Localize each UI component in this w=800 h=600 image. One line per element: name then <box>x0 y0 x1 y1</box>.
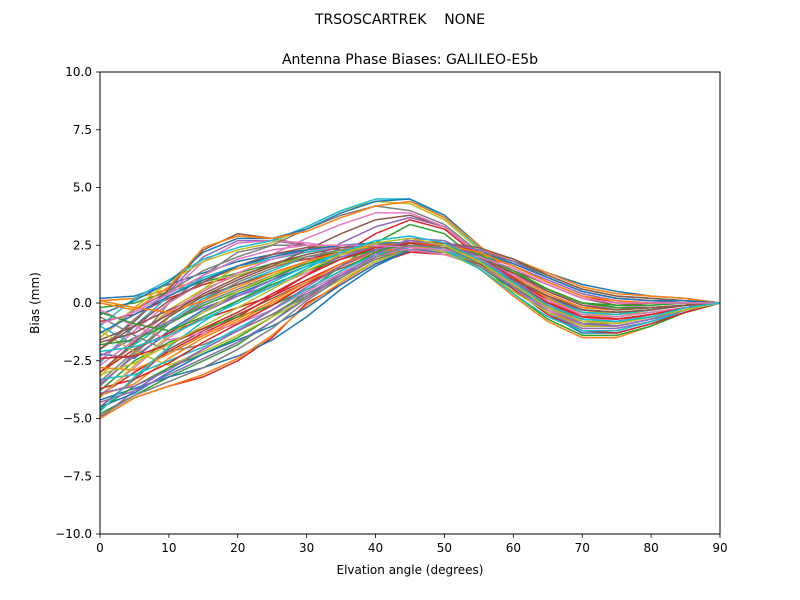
series-line <box>99 237 721 376</box>
x-tick-label: 40 <box>368 541 383 555</box>
y-tick-label: 10.0 <box>65 65 92 79</box>
x-axis-label: Elvation angle (degrees) <box>337 563 484 577</box>
x-axis-ticks: 0 10 20 30 40 50 60 70 80 90 <box>96 534 728 555</box>
y-axis-label: Bias (mm) <box>28 272 42 334</box>
x-tick-label: 50 <box>437 541 452 555</box>
series-line <box>99 235 721 353</box>
y-tick-label: −10.0 <box>55 527 92 541</box>
x-tick-label: 70 <box>575 541 590 555</box>
x-tick-label: 80 <box>643 541 658 555</box>
x-tick-label: 20 <box>230 541 245 555</box>
x-tick-label: 30 <box>299 541 314 555</box>
series-line <box>99 242 721 360</box>
y-tick-label: 0.0 <box>73 296 92 310</box>
x-tick-label: 60 <box>506 541 521 555</box>
x-tick-label: 90 <box>712 541 727 555</box>
x-tick-label: 10 <box>161 541 176 555</box>
y-tick-label: 2.5 <box>73 238 92 252</box>
figure-suptitle: TRSOSCARTREK NONE <box>314 12 485 28</box>
series-line <box>99 246 721 366</box>
y-tick-label: 5.0 <box>73 181 92 195</box>
chart-title: Antenna Phase Biases: GALILEO-E5b <box>282 52 538 68</box>
series-line <box>99 244 720 325</box>
y-tick-label: −2.5 <box>63 354 92 368</box>
x-tick-label: 0 <box>96 541 104 555</box>
y-axis-ticks: −10.0 −7.5 −5.0 −2.5 0.0 2.5 5.0 7.5 10.0 <box>55 65 100 541</box>
y-tick-label: 7.5 <box>73 123 92 137</box>
series-lines <box>99 198 721 420</box>
y-tick-label: −5.0 <box>63 412 92 426</box>
series-line <box>99 239 721 394</box>
y-tick-label: −7.5 <box>63 469 92 483</box>
